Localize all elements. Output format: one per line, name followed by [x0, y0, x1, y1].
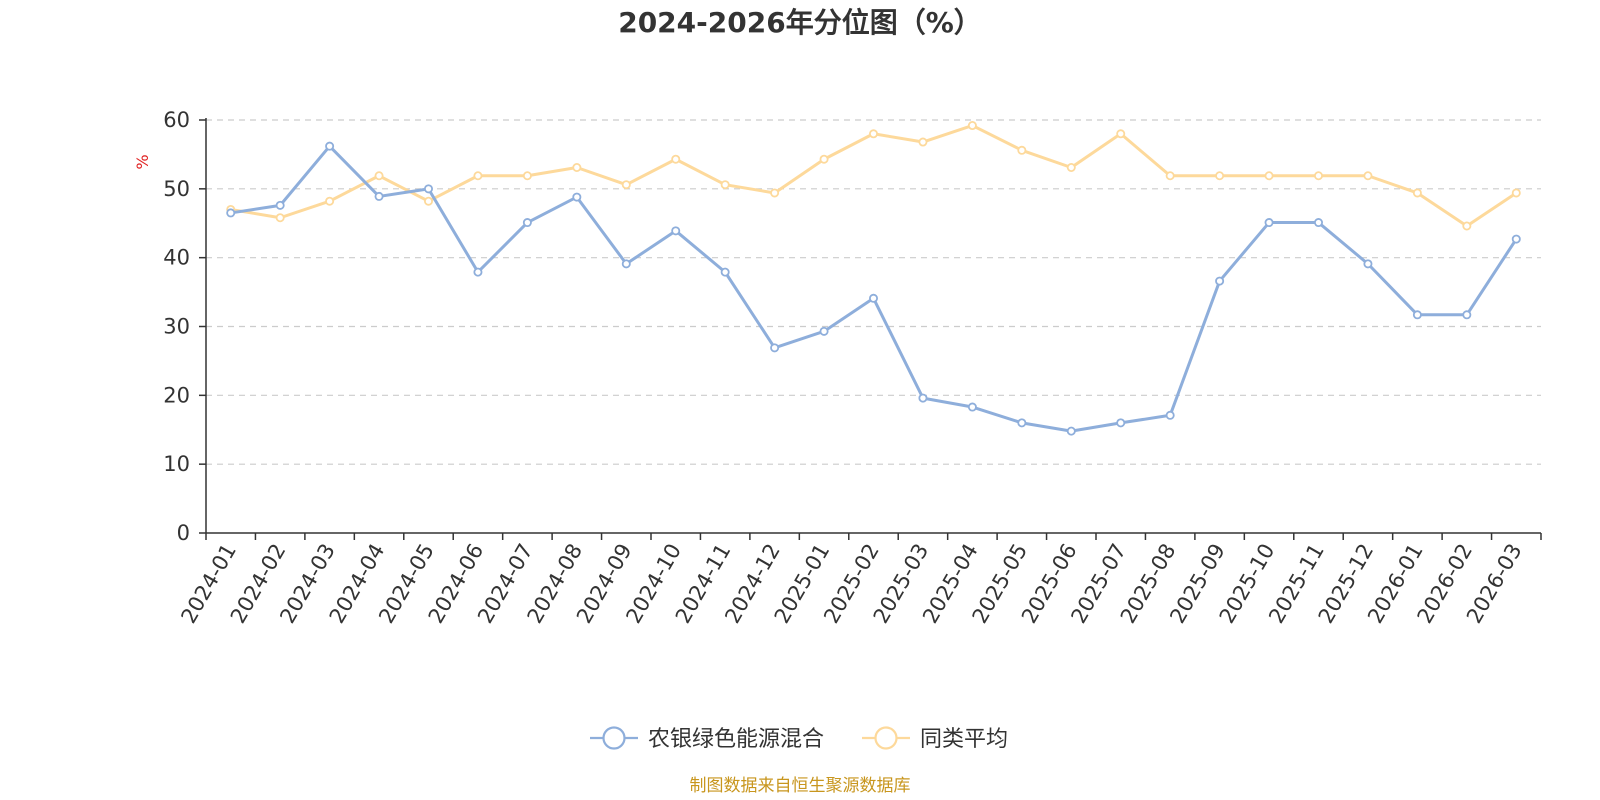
legend-marker: [874, 726, 898, 750]
data-point: [522, 171, 532, 181]
data-point: [1165, 171, 1175, 181]
data-point: [1511, 188, 1521, 198]
y-tick-label: 40: [163, 246, 190, 270]
source-note: 制图数据来自恒生聚源数据库: [690, 776, 911, 796]
series-同类平均: [226, 121, 1521, 231]
data-point: [720, 267, 730, 277]
data-point: [1116, 418, 1126, 428]
data-point: [522, 218, 532, 228]
data-point: [473, 171, 483, 181]
legend-label: 农银绿色能源混合: [648, 727, 824, 752]
data-point: [1511, 234, 1521, 244]
legend-item[interactable]: 农银绿色能源混合: [590, 726, 824, 752]
y-tick-label: 10: [163, 452, 190, 476]
y-tick-label: 60: [163, 108, 190, 132]
data-point: [1314, 171, 1324, 181]
legend[interactable]: 农银绿色能源混合 同类平均: [590, 726, 1008, 752]
data-point: [572, 192, 582, 202]
data-point: [967, 402, 977, 412]
data-point: [1363, 171, 1373, 181]
chart-title: 2024-2026年分位图（%）: [618, 6, 982, 39]
data-point: [621, 259, 631, 269]
data-point: [325, 196, 335, 206]
data-point: [869, 293, 879, 303]
data-point: [423, 196, 433, 206]
data-point: [720, 180, 730, 190]
data-point: [918, 393, 928, 403]
legend-marker: [602, 726, 626, 750]
data-point: [374, 191, 384, 201]
data-point: [1264, 171, 1274, 181]
data-point: [423, 184, 433, 194]
data-point: [1412, 310, 1422, 320]
data-point: [1066, 162, 1076, 172]
data-point: [275, 200, 285, 210]
series-layer: [226, 121, 1521, 436]
data-point: [1264, 218, 1274, 228]
data-point: [1066, 426, 1076, 436]
data-point: [621, 180, 631, 190]
data-point: [275, 213, 285, 223]
y-tick-label: 20: [163, 383, 190, 407]
series-农银绿色能源混合: [226, 141, 1521, 436]
series-line: [230, 144, 1518, 433]
series-line: [230, 124, 1518, 228]
data-point: [967, 121, 977, 131]
y-axis-label: %: [133, 154, 152, 169]
data-point: [1017, 145, 1027, 155]
data-point: [869, 129, 879, 139]
data-point: [226, 208, 236, 218]
data-point: [1314, 218, 1324, 228]
data-point: [325, 141, 335, 151]
data-point: [572, 162, 582, 172]
y-tick-label: 30: [163, 315, 190, 339]
axes: [199, 118, 1542, 540]
data-point: [671, 226, 681, 236]
data-point: [918, 137, 928, 147]
data-point: [770, 188, 780, 198]
data-point: [1363, 259, 1373, 269]
data-point: [1462, 310, 1472, 320]
data-point: [1017, 418, 1027, 428]
x-tick-labels: 2024-012024-022024-032024-042024-052024-…: [176, 540, 1526, 628]
data-point: [819, 154, 829, 164]
data-point: [819, 326, 829, 336]
data-point: [671, 154, 681, 164]
legend-item[interactable]: 同类平均: [862, 726, 1008, 752]
y-tick-label: 0: [177, 521, 190, 545]
y-tick-labels: 0 10 20 30 40 50 60: [163, 108, 190, 545]
data-point: [1116, 129, 1126, 139]
data-point: [374, 171, 384, 181]
gridlines: [206, 119, 1541, 465]
data-point: [1165, 410, 1175, 420]
data-point: [770, 343, 780, 353]
data-point: [1215, 276, 1225, 286]
data-point: [1462, 221, 1472, 231]
data-point: [1215, 171, 1225, 181]
legend-label: 同类平均: [920, 727, 1008, 752]
data-point: [1412, 188, 1422, 198]
data-point: [473, 267, 483, 277]
y-tick-label: 50: [163, 177, 190, 201]
